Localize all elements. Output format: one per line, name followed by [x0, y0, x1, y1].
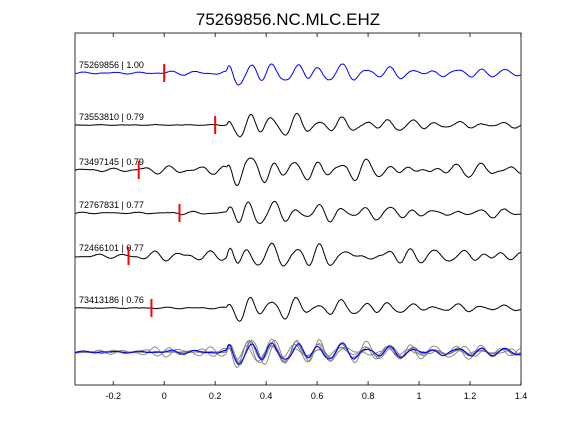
- trace-label-73497145: 73497145 | 0.79: [79, 157, 144, 167]
- waveform-trace-73553810: [74, 112, 521, 138]
- x-axis: -0.2 0 0.2 0.4 0.6 0.8 1 1.2 1.4: [105, 33, 527, 401]
- x-tick-label: 0.4: [260, 391, 273, 401]
- x-tick-label: 1.4: [515, 391, 528, 401]
- waveform-trace-73413186: [74, 296, 521, 322]
- waveform-trace-75269856: [74, 63, 521, 86]
- trace-label-73413186: 73413186 | 0.76: [79, 295, 144, 305]
- x-tick-label: 0.8: [362, 391, 375, 401]
- trace-group: 75269856 | 1.00 73553810 | 0.79 73497145 |…: [74, 60, 521, 322]
- x-tick-label: -0.2: [105, 391, 121, 401]
- x-tick-label: 1.2: [464, 391, 477, 401]
- trace-label-72466101: 72466101 | 0.77: [79, 243, 144, 253]
- x-tick-label: 0.6: [311, 391, 324, 401]
- waveform-trace-72767831: [75, 200, 521, 224]
- x-tick-label: 1: [417, 391, 422, 401]
- plot-area-frame: [74, 32, 522, 386]
- stack-trace: [74, 338, 521, 363]
- stack-reference-trace: [74, 342, 521, 365]
- x-tick-label: 0: [162, 391, 167, 401]
- x-tick-label: 0.2: [209, 391, 222, 401]
- chart-title: 75269856.NC.MLC.EHZ: [196, 10, 380, 29]
- trace-label-75269856: 75269856 | 1.00: [79, 60, 144, 70]
- trace-label-72767831: 72767831 | 0.77: [79, 200, 144, 210]
- stacked-traces: [74, 338, 521, 369]
- trace-label-73553810: 73553810 | 0.79: [79, 112, 144, 122]
- waveform-trace-73497145: [74, 157, 521, 187]
- waveform-trace-72466101: [74, 242, 521, 267]
